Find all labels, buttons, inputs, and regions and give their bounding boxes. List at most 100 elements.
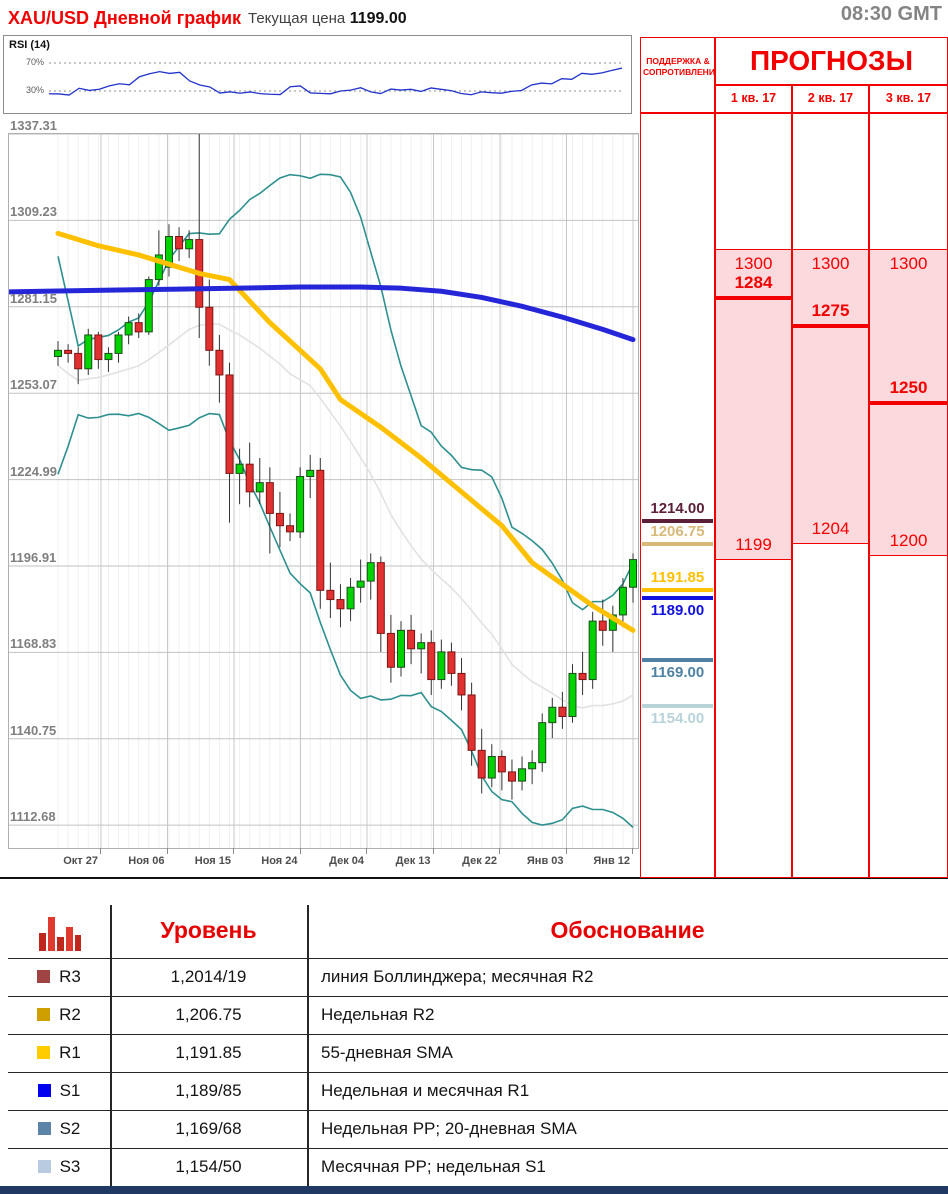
- gmt-time: 08:30 GMT: [840, 3, 942, 25]
- level-id-cell: S1: [8, 1072, 110, 1110]
- current-price-label: Текущая цена: [248, 10, 346, 27]
- x-axis-label: Ноя 15: [194, 855, 231, 867]
- level-value: 1,154/50: [175, 1157, 242, 1176]
- level-id-cell: S3: [8, 1148, 110, 1186]
- x-axis-tick: [299, 848, 301, 854]
- sr-panel-header: ПОДДЕРЖКА & СОПРОТИВЛЕНИЕ: [643, 56, 721, 78]
- sr-header-divider: [641, 112, 716, 114]
- forecast-box: [714, 248, 792, 560]
- level-id: R2: [59, 1005, 81, 1024]
- level-id-cell: S2: [8, 1110, 110, 1148]
- level-desc: Недельная и месячная R1: [321, 1081, 530, 1100]
- x-axis-label: Янв 03: [526, 855, 564, 867]
- footer-bar: [0, 1186, 948, 1194]
- rsi-lower-tick: 30%: [25, 85, 44, 95]
- x-axis-label: Дек 22: [462, 855, 497, 867]
- page-title: XAU/USD Дневной график: [8, 8, 242, 28]
- y-axis-label: 1112.68: [10, 809, 56, 825]
- level-desc: Месячная PP; недельная S1: [321, 1157, 546, 1176]
- x-axis-tick: [565, 848, 567, 854]
- x-axis-tick: [233, 848, 234, 854]
- table-row: R1 1,191.85 55-дневная SMA: [8, 1034, 948, 1073]
- level-id: S1: [59, 1081, 81, 1100]
- y-axis-label: 1253.07: [10, 377, 57, 393]
- level-desc: Недельная PP; 20-дневная SMA: [321, 1119, 577, 1138]
- sr-panel: ПОДДЕРЖКА & СОПРОТИВЛЕНИЕ: [640, 37, 721, 878]
- level-id-cell: R2: [8, 996, 110, 1034]
- sr-level-line: [642, 596, 713, 601]
- level-id: R1: [59, 1043, 81, 1062]
- candlestick-chart-svg: [9, 134, 638, 848]
- forecast-column: 1300 1284 1199: [714, 113, 792, 878]
- rsi-label: RSI (14): [9, 39, 50, 51]
- rsi-chart-svg: [48, 62, 624, 96]
- level-swatch: [37, 1084, 51, 1097]
- current-price-value: 1199.00: [349, 10, 407, 27]
- table-header-justification: Обоснование: [550, 917, 705, 943]
- y-axis-label: 1224.99: [10, 463, 57, 479]
- rsi-upper-tick: 70%: [25, 57, 44, 67]
- x-axis-label: Дек 13: [395, 855, 431, 867]
- level-value: 1,191.85: [175, 1043, 242, 1062]
- x-axis-tick: [499, 848, 500, 854]
- x-axis-label: Янв 12: [593, 855, 630, 867]
- sr-level-label: 1169.00: [650, 663, 705, 681]
- table-header-row: Уровень Обоснование: [8, 903, 948, 959]
- bottom-rule: [0, 877, 948, 879]
- sr-level-label: 1191.85: [650, 568, 705, 586]
- bar-chart-icon: [39, 917, 81, 951]
- forecast-low-label: 1204: [811, 519, 850, 539]
- x-axis-tick: [366, 848, 367, 854]
- forecast-pivot-label: 1275: [811, 300, 850, 320]
- level-desc: Недельная R2: [321, 1005, 435, 1024]
- level-swatch: [37, 1122, 51, 1135]
- main-chart: [8, 133, 639, 849]
- level-id: R3: [59, 967, 81, 986]
- table-row: R3 1,2014/19 линия Боллинджера; месячная R…: [8, 958, 948, 997]
- table-row: S1 1,189/85 Недельная и месячная R1: [8, 1072, 948, 1111]
- sr-level-line: [642, 587, 713, 592]
- level-swatch: [37, 970, 51, 983]
- table-divider-2: [307, 905, 309, 1188]
- level-id: S3: [59, 1157, 81, 1176]
- forecast-title: ПРОГНОЗЫ: [749, 45, 914, 76]
- forecast-pivot-label: 1250: [889, 377, 928, 397]
- sr-level-line: [642, 519, 713, 524]
- forecast-quarter-cell: 1 кв. 17: [715, 85, 792, 113]
- forecast-column: 1300 1250 1200: [868, 113, 948, 878]
- forecast-column: 1300 1275 1204: [791, 113, 869, 878]
- y-axis-label: 1168.83: [10, 636, 57, 652]
- level-desc: линия Боллинджера; месячная R2: [321, 967, 594, 986]
- y-axis-label: 1337.31: [10, 118, 57, 133]
- y-axis-label: 1281.15: [10, 290, 57, 306]
- x-axis-label: Окт 27: [63, 855, 98, 867]
- x-axis-tick: [632, 848, 633, 854]
- table-divider-1: [110, 905, 112, 1188]
- level-value: 1,206.75: [175, 1005, 242, 1024]
- x-axis-tick: [100, 848, 101, 854]
- x-axis-label: Дек 04: [329, 855, 364, 867]
- quarter-label: 2 кв. 17: [807, 91, 854, 105]
- level-value: 1,189/85: [175, 1081, 242, 1100]
- forecast-low-label: 1199: [735, 534, 772, 554]
- level-id-cell: R3: [8, 958, 110, 996]
- forecast-high-label: 1300: [811, 253, 850, 273]
- rsi-panel: RSI (14) 70% 30%: [3, 35, 632, 114]
- sr-level-label: 1189.00: [650, 602, 705, 620]
- y-axis-label: 1196.91: [10, 549, 57, 565]
- y-axis-label: 1309.23: [10, 204, 57, 220]
- forecast-pivot-line: [714, 296, 792, 301]
- forecast-pivot-line: [868, 400, 948, 405]
- level-swatch: [37, 1046, 51, 1059]
- sr-level-line: [642, 657, 713, 662]
- forecast-header: ПРОГНОЗЫ: [715, 37, 948, 85]
- forecast-quarter-cell: 2 кв. 17: [792, 85, 869, 113]
- level-value: 1,2014/19: [170, 967, 247, 986]
- level-value: 1,169/68: [175, 1119, 242, 1138]
- sr-level-line: [642, 541, 713, 546]
- level-id: S2: [59, 1119, 81, 1138]
- table-row: S2 1,169/68 Недельная PP; 20-дневная SMA: [8, 1110, 948, 1149]
- sr-level-line: [642, 704, 713, 709]
- forecast-pivot-line: [791, 323, 869, 328]
